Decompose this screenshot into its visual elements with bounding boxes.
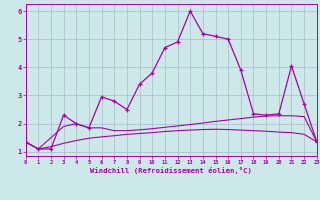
X-axis label: Windchill (Refroidissement éolien,°C): Windchill (Refroidissement éolien,°C) [90, 167, 252, 174]
